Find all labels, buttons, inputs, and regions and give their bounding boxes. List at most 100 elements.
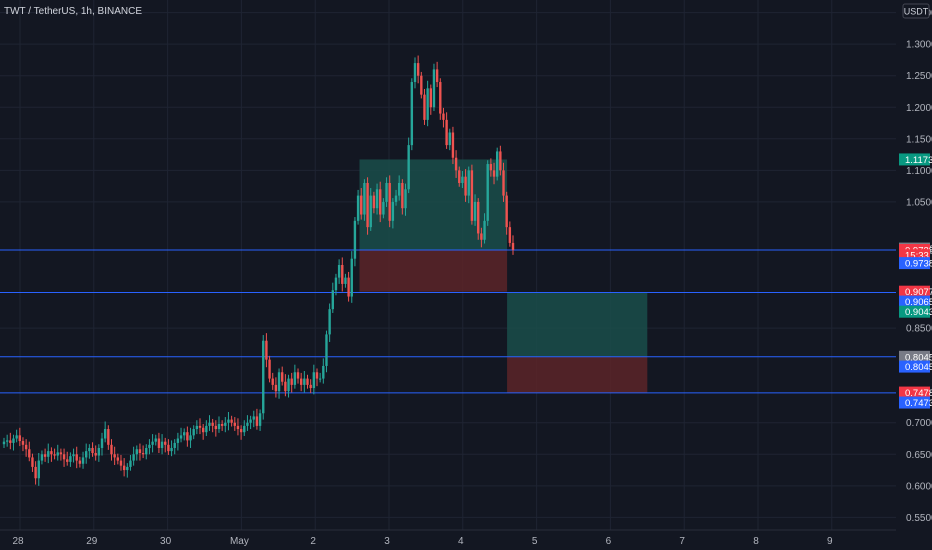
candle-body [160,441,164,448]
candle-body [37,460,40,479]
candle-body [350,258,353,297]
candle-body [426,88,429,120]
candle-body [470,170,474,221]
candle-body [445,119,448,146]
candle-body [322,365,325,379]
candle-body [391,201,395,221]
candle-body [299,378,303,385]
candle-body [201,427,205,433]
candle-body [458,170,461,183]
candle-body [141,453,145,455]
x-tick-label: 5 [532,536,538,547]
candle-body [246,422,249,426]
candle-body [454,157,458,171]
candle-body [379,189,382,215]
candle-body [382,201,385,215]
candle-body [236,425,240,430]
candle-body [2,441,6,445]
candle-body [230,419,233,423]
take-profit-zone-2 [507,292,648,357]
currency-badge[interactable]: USDT [902,3,930,19]
price-badge-bg [899,153,930,166]
candle-body [284,381,287,392]
candle-body [78,460,82,464]
candle-body [325,334,328,366]
candle-body [331,290,334,310]
candle-body [167,444,170,452]
x-tick-label: 29 [86,536,98,547]
candle-body [170,447,173,452]
x-tick-label: 8 [753,536,759,547]
candle-body [363,182,366,215]
price-badge: 0.9043 [899,305,932,318]
candle-body [353,220,357,259]
horizontal-lines[interactable] [0,249,896,394]
candle-body [116,457,120,461]
candle-body [59,452,63,455]
candle-body [255,416,259,426]
price-badge: 0.8045 [899,360,932,373]
time-axis[interactable]: 28 29 30 May 2 3 4 5 6 7 8 9 [0,529,896,547]
candle-body [18,435,22,442]
candle-body [227,419,230,423]
candle-body [442,113,445,120]
price-badge-label: 0.7473 [905,398,932,409]
candle-body [277,372,281,392]
candle-body [28,449,31,458]
price-badge-bg [899,257,930,270]
candle-body [164,441,167,445]
candle-body [477,201,480,234]
price-badge-label: 0.9043 [905,307,932,318]
candle-body [290,378,293,385]
candle-body [94,453,97,456]
candle-body [337,265,341,278]
candle-body [334,277,338,291]
price-badge-label: 0.9065 [905,297,932,308]
candle-body [34,466,37,479]
y-tick-label: 1.2500 [906,71,932,82]
price-badge-label: 0.8045 [905,362,932,373]
candle-body [464,176,467,196]
candle-body [432,69,436,108]
candle-body [480,233,483,240]
candle-body [31,457,34,467]
candle-body [113,454,116,458]
candle-body [186,432,189,441]
x-tick-label: May [230,536,249,547]
candle-body [198,425,202,428]
candle-body [47,451,50,457]
y-tick-label: 1.1500 [906,134,932,145]
candle-body [81,457,85,464]
candle-body [416,63,420,76]
stop-loss-zone-1 [359,249,508,292]
candle-body [179,435,183,439]
candle-body [62,454,66,460]
candle-body [303,378,306,385]
candle-body [243,425,246,433]
price-badge-bg [899,285,930,298]
candle-body [75,454,78,461]
candle-body [489,164,493,171]
candle-body [467,170,470,196]
candle-body [511,242,515,250]
candle-body [69,456,72,462]
candle-body [107,429,110,445]
candle-body [88,447,91,452]
candle-body [372,195,376,209]
candle-body [43,454,47,457]
candle-body [407,145,410,190]
price-badge: 0.7478 [899,386,932,399]
candle-body [356,195,360,221]
candle-body [492,170,496,177]
x-tick-label: 30 [160,536,172,547]
candle-body [9,440,12,443]
candle-body [66,459,69,462]
price-badge: 0.9065 [899,295,932,308]
candle-body [148,444,151,448]
candle-body [214,425,218,430]
x-tick-label: 9 [827,536,833,547]
